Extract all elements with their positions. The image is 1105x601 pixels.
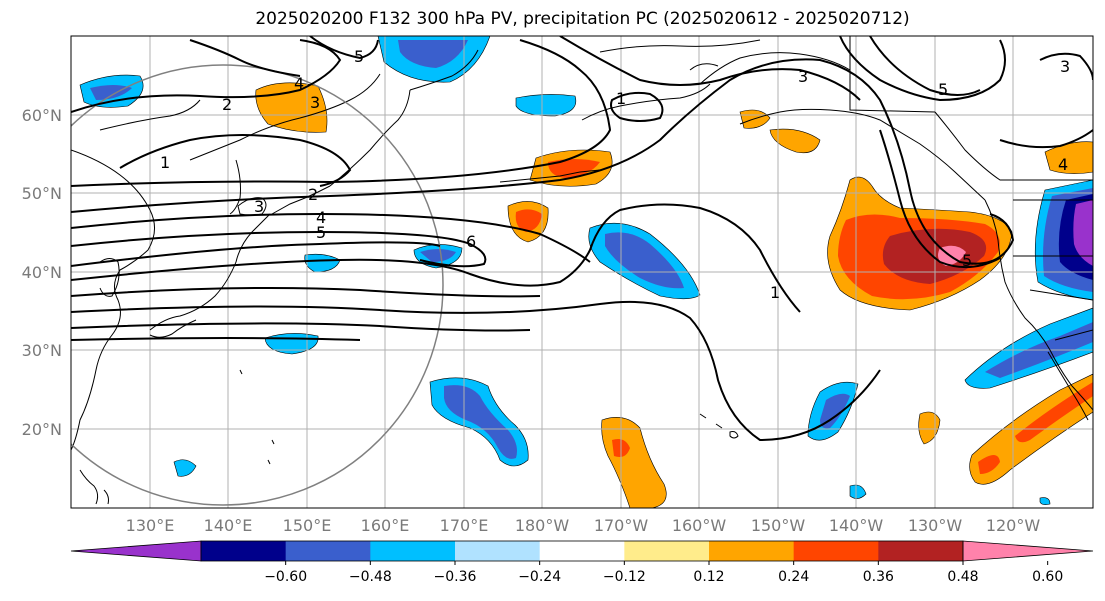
lat-label: 40°N <box>22 263 62 282</box>
coastlines <box>71 39 1093 505</box>
colorbar-extend-high <box>962 540 1094 562</box>
colorbar-tick-label: −0.60 <box>264 569 307 585</box>
map-title: 2025020200 F132 300 hPa PV, precipitatio… <box>255 9 910 29</box>
lon-label: 170°E <box>440 516 489 535</box>
lon-label: 150°E <box>283 516 332 535</box>
colorbar-bin <box>793 541 879 561</box>
latitude-labels: 60°N 50°N 40°N 30°N 20°N <box>22 106 62 439</box>
colorbar-bin <box>285 541 371 561</box>
lon-label: 170°W <box>594 516 649 535</box>
contour-label: 1 <box>160 153 170 172</box>
contour-label: 5 <box>962 251 972 270</box>
colorbar-tick-label: 0.24 <box>778 569 809 585</box>
contour-label: 1 <box>616 89 626 108</box>
contour-label: 4 <box>316 208 326 227</box>
contour-label: 2 <box>308 185 318 204</box>
contour-label: 3 <box>1060 57 1070 76</box>
colorbar-frame <box>200 540 964 562</box>
lon-label: 160°E <box>361 516 410 535</box>
contour-label: 5 <box>316 223 326 242</box>
precipitation-shading <box>79 36 1093 508</box>
colorbar-tick-label: −0.12 <box>603 569 646 585</box>
colorbar-bin <box>709 541 795 561</box>
lat-label: 20°N <box>22 420 62 439</box>
colorbar-extend-low <box>70 540 202 562</box>
lat-label: 30°N <box>22 341 62 360</box>
colorbar: −0.60 −0.48 −0.36 −0.24 −0.12 0.12 0.24 0.36 0.4… <box>70 540 1094 585</box>
lon-label: 120°W <box>986 516 1041 535</box>
lon-label: 130°E <box>126 516 175 535</box>
contour-labels: 5 4 3 2 1 2 3 4 5 6 1 3 5 1 5 4 3 <box>160 47 1070 302</box>
lat-label: 50°N <box>22 184 62 203</box>
colorbar-tick-label: 0.12 <box>693 569 724 585</box>
colorbar-bin <box>624 541 710 561</box>
colorbar-bin <box>878 541 964 561</box>
contour-label: 1 <box>770 283 780 302</box>
colorbar-tick-label: 0.48 <box>947 569 978 585</box>
plot-frame <box>70 35 1094 509</box>
contour-label: 2 <box>222 95 232 114</box>
contour-label: 4 <box>1058 155 1068 174</box>
colorbar-bin <box>370 541 456 561</box>
contour-label: 3 <box>254 197 264 216</box>
colorbar-tick-label: 0.36 <box>863 569 894 585</box>
pv-contours <box>71 36 1093 442</box>
colorbar-bin <box>455 541 541 561</box>
borders <box>849 36 1093 341</box>
contour-label: 5 <box>938 80 948 99</box>
graticule <box>71 36 1093 508</box>
colorbar-bin <box>539 541 625 561</box>
colorbar-tick-label: −0.36 <box>434 569 477 585</box>
lat-label: 60°N <box>22 106 62 125</box>
longitude-labels: 130°E 140°E 150°E 160°E 170°E 180°W 170°… <box>126 516 1041 535</box>
colorbar-tick-label: −0.48 <box>349 569 392 585</box>
contour-label: 5 <box>354 47 364 66</box>
contour-label: 3 <box>798 67 808 86</box>
contour-label: 6 <box>466 232 476 251</box>
lon-label: 180°W <box>515 516 570 535</box>
lon-label: 130°W <box>908 516 963 535</box>
colorbar-bin <box>201 541 287 561</box>
colorbar-tick-label: 0.60 <box>1032 569 1063 585</box>
colorbar-tick-label: −0.24 <box>518 569 561 585</box>
contour-label: 4 <box>294 74 304 93</box>
lon-label: 140°W <box>829 516 884 535</box>
lon-label: 140°E <box>204 516 253 535</box>
lon-label: 160°W <box>672 516 727 535</box>
contour-label: 3 <box>310 93 320 112</box>
lon-label: 150°W <box>751 516 806 535</box>
region-circle <box>71 64 444 506</box>
